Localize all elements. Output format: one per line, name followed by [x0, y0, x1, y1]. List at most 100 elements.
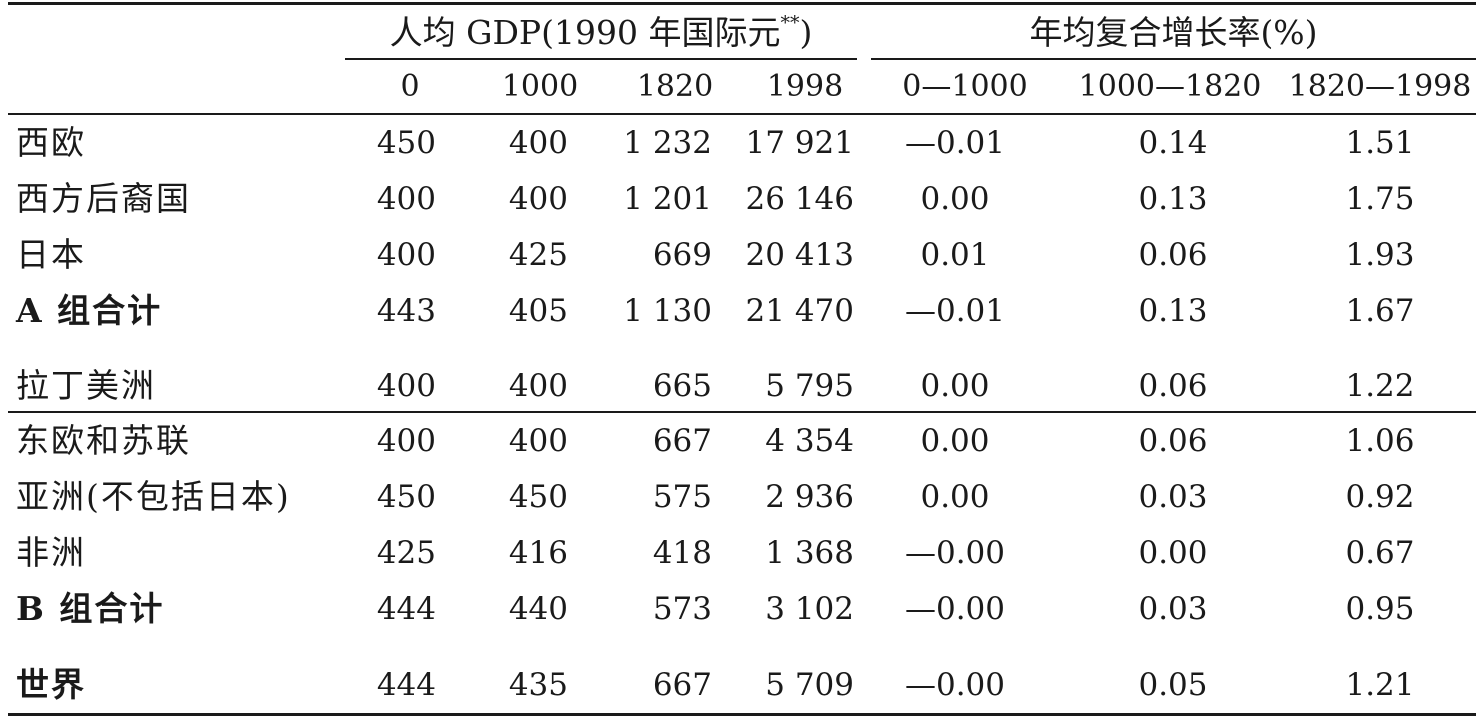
table-cell: 1 232 — [623, 125, 712, 161]
bottom-rule — [8, 713, 1476, 716]
table-cell: 3 102 — [765, 591, 854, 627]
column-header-1000: 1000 — [501, 69, 579, 104]
growth-group-header: 年均复合增长率(%) — [1029, 13, 1318, 52]
table-cell: 4 354 — [765, 423, 854, 459]
table-cell: 0.13 — [1138, 181, 1208, 217]
section-divider-rule — [8, 411, 1476, 413]
table-cell: —0.00 — [904, 667, 1006, 703]
table-cell: 1 130 — [623, 293, 712, 329]
table-row: 日本 400 425 669 20 413 0.01 0.06 1.93 — [0, 227, 1484, 283]
table-cell: 400 — [376, 423, 436, 459]
column-header-0: 0 — [400, 69, 420, 104]
table-cell: 400 — [508, 423, 568, 459]
table-cell: 400 — [508, 181, 568, 217]
row-label: B 组合计 — [16, 589, 165, 628]
table-cell: 0.00 — [920, 479, 990, 515]
table-cell: 0.00 — [920, 368, 990, 404]
row-label: 西方后裔国 — [16, 179, 191, 218]
table-cell: 573 — [652, 591, 712, 627]
table-row: B 组合计 444 440 573 3 102 —0.00 0.03 0.95 — [0, 581, 1484, 637]
table-cell: 405 — [508, 293, 568, 329]
table-cell: 667 — [652, 667, 712, 703]
table-row: 拉丁美洲 400 400 665 5 795 0.00 0.06 1.22 — [0, 358, 1484, 414]
gdp-group-title: 人均 GDP(1990 年国际元 — [389, 13, 781, 52]
table-cell: 5 709 — [765, 667, 854, 703]
table-cell: 425 — [508, 237, 568, 273]
table-row: 亚洲(不包括日本) 450 450 575 2 936 0.00 0.03 0.92 — [0, 469, 1484, 525]
table-cell: 0.92 — [1345, 479, 1415, 515]
table-cell: 21 470 — [745, 293, 854, 329]
table-cell: 0.13 — [1138, 293, 1208, 329]
column-header-1820-1998: 1820—1998 — [1288, 69, 1472, 104]
table-row: 东欧和苏联 400 400 667 4 354 0.00 0.06 1.06 — [0, 413, 1484, 469]
column-header-1000-1820: 1000—1820 — [1078, 69, 1262, 104]
row-label: 拉丁美洲 — [16, 366, 156, 405]
table-cell: 0.06 — [1138, 237, 1208, 273]
table-cell: 418 — [652, 535, 712, 571]
table-cell: 17 921 — [745, 125, 854, 161]
table-cell: 435 — [508, 667, 568, 703]
table-cell: 1.93 — [1345, 237, 1415, 273]
table-cell: 0.03 — [1138, 479, 1208, 515]
table-cell: 400 — [376, 368, 436, 404]
table-cell: 0.00 — [920, 181, 990, 217]
column-header-1820: 1820 — [636, 69, 714, 104]
table-row: 非洲 425 416 418 1 368 —0.00 0.00 0.67 — [0, 525, 1484, 581]
table-cell: 1.06 — [1345, 423, 1415, 459]
table-cell: 0.05 — [1138, 667, 1208, 703]
table-row: 世界 444 435 667 5 709 —0.00 0.05 1.21 — [0, 657, 1484, 713]
table-cell: 0.67 — [1345, 535, 1415, 571]
table-cell: 450 — [508, 479, 568, 515]
gdp-group-close: ) — [799, 13, 813, 52]
table-cell: 1.51 — [1345, 125, 1415, 161]
table-cell: 0.00 — [920, 423, 990, 459]
table-cell: 444 — [376, 591, 436, 627]
table-cell: 0.95 — [1345, 591, 1415, 627]
table-cell: 26 146 — [745, 181, 854, 217]
table-cell: 416 — [508, 535, 568, 571]
table-cell: 425 — [376, 535, 436, 571]
gdp-group-rule — [345, 58, 857, 60]
table-cell: 1.75 — [1345, 181, 1415, 217]
table-row: 西欧 450 400 1 232 17 921 —0.01 0.14 1.51 — [0, 115, 1484, 171]
table-cell: 1.22 — [1345, 368, 1415, 404]
table-cell: 1 201 — [623, 181, 712, 217]
row-label: 东欧和苏联 — [16, 421, 191, 460]
table-cell: 450 — [376, 479, 436, 515]
table-cell: 0.06 — [1138, 368, 1208, 404]
table-cell: —0.01 — [904, 125, 1006, 161]
growth-group-rule — [871, 58, 1476, 60]
row-label: 世界 — [16, 665, 86, 704]
table-cell: —0.00 — [904, 535, 1006, 571]
table-cell: 0.00 — [1138, 535, 1208, 571]
table-cell: —0.00 — [904, 591, 1006, 627]
table-cell: 400 — [376, 181, 436, 217]
column-header-1998: 1998 — [766, 69, 844, 104]
table-cell: 444 — [376, 667, 436, 703]
table-cell: 5 795 — [765, 368, 854, 404]
gdp-group-header: 人均 GDP(1990 年国际元**) — [345, 8, 857, 58]
table-cell: 440 — [508, 591, 568, 627]
table-cell: 667 — [652, 423, 712, 459]
table-cell: 0.01 — [920, 237, 990, 273]
table-cell: 669 — [652, 237, 712, 273]
table-cell: 575 — [652, 479, 712, 515]
table-cell: 0.06 — [1138, 423, 1208, 459]
row-label: 亚洲(不包括日本) — [16, 477, 291, 516]
header-bottom-rule — [8, 113, 1476, 115]
table-cell: 2 936 — [765, 479, 854, 515]
row-label: 非洲 — [16, 533, 86, 572]
column-header-0-1000: 0—1000 — [902, 69, 1028, 104]
table-cell: 20 413 — [745, 237, 854, 273]
row-label: 西欧 — [16, 123, 86, 162]
table-cell: 665 — [652, 368, 712, 404]
top-rule — [8, 2, 1476, 5]
table-cell: 400 — [508, 368, 568, 404]
table-cell: 1.21 — [1345, 667, 1415, 703]
gdp-group-footnote-mark: ** — [780, 12, 800, 34]
table-cell: 450 — [376, 125, 436, 161]
table-cell: 400 — [376, 237, 436, 273]
table-cell: 1 368 — [765, 535, 854, 571]
table-row: 西方后裔国 400 400 1 201 26 146 0.00 0.13 1.75 — [0, 171, 1484, 227]
